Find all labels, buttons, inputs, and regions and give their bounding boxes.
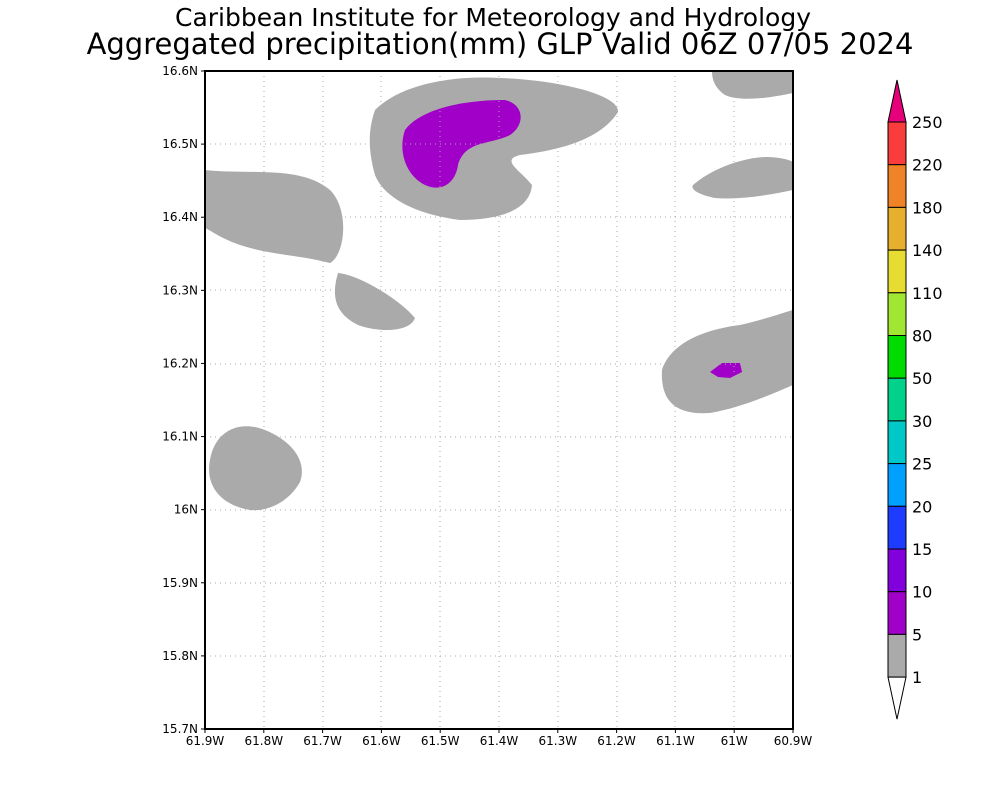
precip-area-1to5	[205, 170, 344, 263]
lon-tick-label: 61.6W	[362, 734, 401, 748]
colorbar-label: 220	[912, 156, 943, 175]
colorbar-segment	[887, 292, 907, 336]
colorbar-label: 30	[912, 412, 932, 431]
lon-tick-label: 61.2W	[597, 734, 636, 748]
colorbar-label: 50	[912, 369, 932, 388]
colorbar-label: 180	[912, 198, 943, 217]
colorbar-label: 20	[912, 497, 932, 516]
lon-tick-label: 61.1W	[656, 734, 695, 748]
lon-tick-label: 61.5W	[421, 734, 460, 748]
colorbar-segment	[887, 164, 907, 208]
lon-axis: 61.9W 61.8W 61.7W 61.6W 61.5W 61.4W 61.3W 61.2W…	[186, 729, 813, 748]
grid-lines	[205, 71, 793, 729]
lon-tick-label: 61W	[721, 734, 748, 748]
colorbar-label: 1	[912, 668, 922, 687]
chart-title-product: Aggregated precipitation(mm) GLP Valid 0…	[86, 27, 914, 61]
lon-tick-label: 61.4W	[480, 734, 519, 748]
colorbar-segment	[887, 548, 907, 593]
precip-area-5to10	[402, 100, 521, 188]
lat-axis: 16.6N 16.5N 16.4N 16.3N 16.2N 16.1N 16N 15.9N 15…	[162, 64, 205, 736]
colorbar-under-triangle	[887, 676, 907, 720]
colorbar-label: 250	[912, 113, 943, 132]
colorbar-label: 110	[912, 284, 943, 303]
lat-tick-label: 16N	[174, 503, 198, 517]
colorbar-over-triangle	[887, 79, 907, 123]
lat-tick-label: 16.2N	[162, 356, 198, 370]
precip-area-1to5	[661, 310, 793, 414]
lat-tick-label: 16.1N	[162, 430, 198, 444]
lat-tick-label: 15.9N	[162, 576, 198, 590]
colorbar-segment	[887, 463, 907, 507]
precip-area-1to5	[209, 426, 302, 511]
colorbar-segment	[887, 335, 907, 379]
colorbar-legend: 250 220 180 140 110 80 50 30 25 20 15 10 5 1	[887, 79, 943, 720]
colorbar-label: 5	[912, 625, 922, 644]
lon-tick-label: 61.9W	[186, 734, 225, 748]
colorbar-label: 10	[912, 583, 932, 602]
precip-area-1to5	[334, 273, 415, 331]
lat-tick-label: 16.6N	[162, 64, 198, 78]
colorbar-segment	[887, 377, 907, 422]
colorbar-label: 80	[912, 327, 932, 346]
precip-area-1to5	[712, 71, 793, 99]
colorbar-segment	[887, 420, 907, 465]
colorbar-label: 15	[912, 540, 932, 559]
lat-tick-label: 15.7N	[162, 722, 198, 736]
colorbar-segment	[887, 121, 907, 166]
colorbar-segment	[887, 591, 907, 635]
lon-tick-label: 60.9W	[774, 734, 813, 748]
lat-tick-label: 16.4N	[162, 210, 198, 224]
lon-tick-label: 61.3W	[539, 734, 578, 748]
colorbar-segment	[887, 633, 907, 678]
colorbar-segment	[887, 249, 907, 294]
lon-tick-label: 61.8W	[245, 734, 284, 748]
colorbar-segment	[887, 206, 907, 251]
lat-tick-label: 16.3N	[162, 283, 198, 297]
lon-tick-label: 61.7W	[303, 734, 342, 748]
colorbar-segment	[887, 505, 907, 550]
lat-tick-label: 15.8N	[162, 649, 198, 663]
chart-title-organization: Caribbean Institute for Meteorology and …	[175, 3, 811, 32]
lat-tick-label: 16.5N	[162, 137, 198, 151]
colorbar-label: 25	[912, 455, 932, 474]
precip-area-1to5	[692, 157, 793, 199]
colorbar-label: 140	[912, 241, 943, 260]
